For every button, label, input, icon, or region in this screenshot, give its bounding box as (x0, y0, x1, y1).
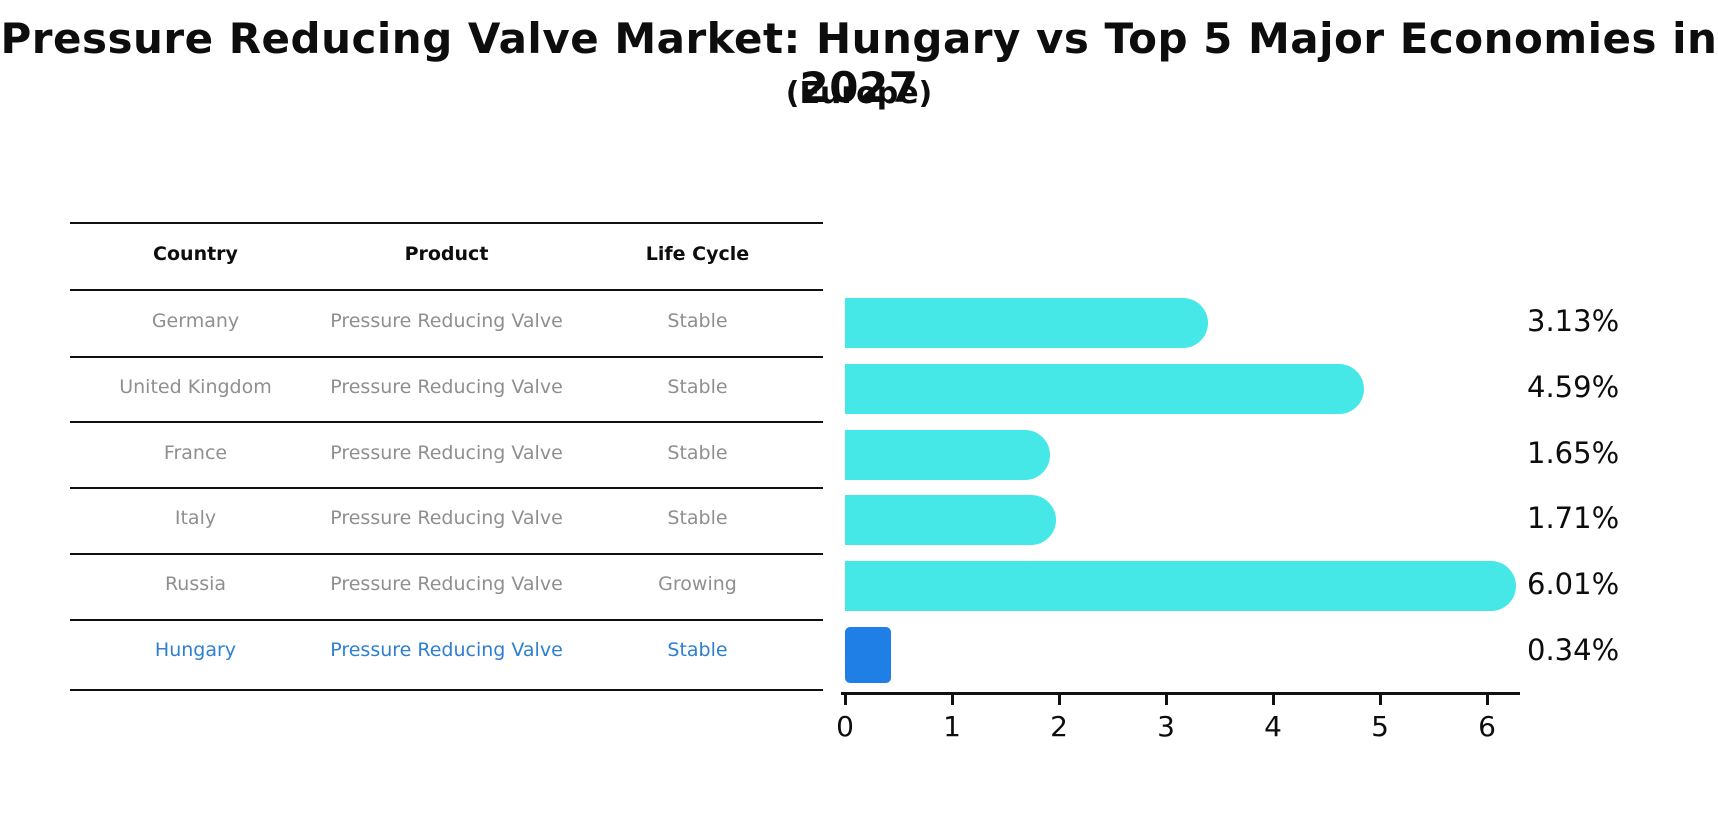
cell-country: Italy (174, 507, 217, 530)
cell-country: Hungary (154, 639, 237, 661)
cell-product: Pressure Reducing Valve (330, 441, 563, 464)
cell-life-cycle: Stable (667, 310, 728, 332)
cell-life-cycle: Stable (667, 507, 728, 530)
x-axis-tick (1165, 694, 1168, 705)
x-axis-tick (844, 694, 847, 705)
x-axis-tick-label: 4 (1264, 710, 1282, 743)
value-label: 3.13% (1527, 304, 1620, 338)
x-axis-tick-label: 0 (836, 710, 854, 743)
x-axis-tick-label: 1 (943, 710, 961, 743)
x-axis-tick-label: 6 (1478, 710, 1496, 743)
x-axis-tick (951, 694, 954, 705)
cell-product: Pressure Reducing Valve (330, 573, 563, 596)
cell-life-cycle: Stable (667, 639, 728, 661)
table-row: Germany Pressure Reducing Valve Stable (70, 310, 823, 332)
x-axis-line (841, 692, 1520, 695)
value-label: 1.65% (1527, 435, 1620, 470)
bar-russia (845, 561, 1516, 612)
x-axis-tick (1058, 694, 1061, 705)
table-row: Hungary Pressure Reducing Valve Stable (70, 639, 823, 661)
x-axis-tick-label: 3 (1157, 710, 1175, 743)
cell-product: Pressure Reducing Valve (330, 310, 563, 332)
chart-subtitle: (Europe) (785, 76, 933, 111)
table-rule (70, 356, 823, 358)
x-axis-tick (1379, 694, 1382, 705)
cell-life-cycle: Growing (658, 573, 737, 596)
cell-product: Pressure Reducing Valve (330, 639, 563, 661)
bar-united-kingdom (845, 363, 1364, 414)
x-axis-tick-label: 2 (1050, 710, 1068, 743)
table-header-row: Country Product Life Cycle (70, 243, 823, 265)
x-axis-tick (1272, 694, 1275, 705)
value-label: 4.59% (1527, 369, 1620, 404)
table-rule (70, 421, 823, 423)
bar-germany (845, 298, 1208, 348)
table-row: Russia Pressure Reducing Valve Growing (70, 573, 823, 595)
cell-country: Germany (151, 310, 240, 332)
cell-life-cycle: Stable (667, 441, 728, 464)
cell-life-cycle: Stable (667, 375, 728, 398)
cell-country: Russia (164, 573, 227, 596)
value-label: 6.01% (1527, 567, 1620, 602)
value-label: 1.71% (1527, 501, 1620, 536)
table-rule (70, 689, 823, 691)
column-header-country: Country (153, 243, 238, 265)
cell-product: Pressure Reducing Valve (330, 507, 563, 530)
table-rule (70, 289, 823, 291)
x-axis-tick (1486, 694, 1489, 705)
bar-france (845, 429, 1050, 480)
cell-country: United Kingdom (119, 375, 272, 398)
column-header-product: Product (404, 243, 489, 265)
table-row: United Kingdom Pressure Reducing Valve Sta… (70, 376, 823, 398)
column-header-life-cycle: Life Cycle (645, 243, 750, 265)
chart-title: Pressure Reducing Valve Market: Hungary … (0, 14, 1718, 112)
value-label: 0.34% (1527, 633, 1620, 667)
table-rule (70, 553, 823, 555)
table-rule (70, 619, 823, 621)
cell-product: Pressure Reducing Valve (330, 375, 563, 398)
bar-italy (845, 495, 1056, 546)
table-row: Italy Pressure Reducing Valve Stable (70, 507, 823, 529)
bar-hungary (845, 627, 891, 683)
table-row: France Pressure Reducing Valve Stable (70, 442, 823, 464)
cell-country: France (163, 441, 228, 464)
table-rule (70, 487, 823, 489)
x-axis-tick-label: 5 (1371, 710, 1389, 743)
table-top-rule (70, 222, 823, 224)
